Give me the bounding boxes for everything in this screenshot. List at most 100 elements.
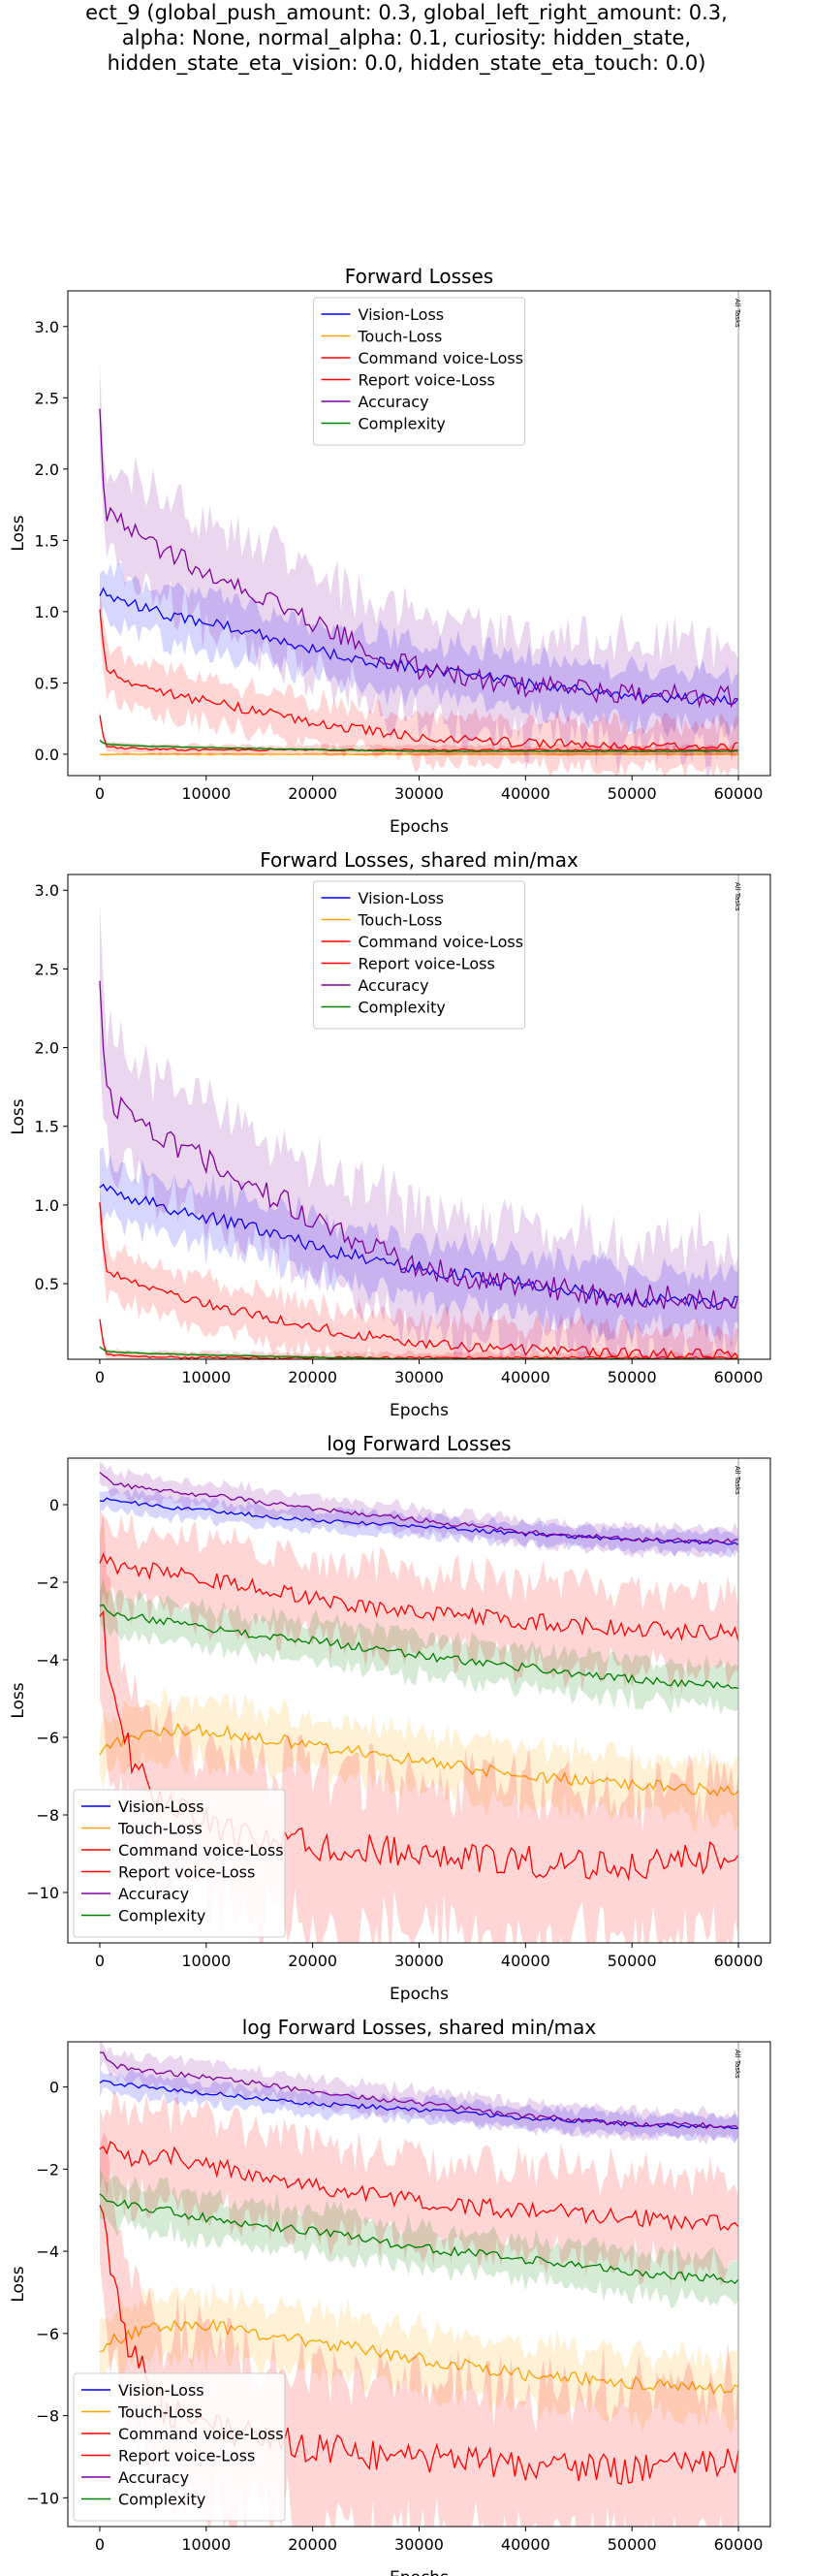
legend-label-touch-loss: Touch-Loss — [358, 328, 443, 346]
band-accuracy — [99, 364, 739, 776]
legend-label-touch-loss: Touch-Loss — [117, 2403, 203, 2422]
series-line-accuracy — [99, 980, 739, 1311]
x-axis-label: Epochs — [390, 817, 449, 837]
x-axis-label: Epochs — [390, 2568, 449, 2576]
band-report-voice-loss — [99, 1185, 739, 1359]
y-tick-label: 1.0 — [35, 1196, 59, 1215]
series-line-complexity — [99, 2193, 739, 2285]
all-tasks-label: All Tasks — [734, 2050, 741, 2079]
y-tick-label: −8 — [36, 1806, 59, 1825]
y-tick-label: −4 — [36, 1651, 59, 1670]
band-command-voice-loss — [99, 1509, 739, 1697]
y-tick-label: 0.0 — [35, 746, 59, 764]
band-report-voice-loss — [99, 585, 739, 776]
band-accuracy — [99, 905, 739, 1359]
y-tick-label: 2.0 — [35, 461, 59, 479]
x-tick-label: 30000 — [394, 1952, 444, 1970]
y-tick-label: 1.5 — [35, 531, 59, 550]
chart-log-forward-losses-shared: log Forward Losses, shared min/max Epochs… — [9, 2016, 771, 2576]
x-tick-label: 40000 — [501, 2535, 550, 2554]
band-accuracy — [99, 1460, 739, 1559]
x-tick-label: 10000 — [181, 784, 231, 803]
y-axis-label: Loss — [9, 515, 28, 551]
x-tick-label: 10000 — [181, 2535, 231, 2554]
x-tick-label: 50000 — [608, 1368, 657, 1386]
legend-label-vision-loss: Vision-Loss — [359, 889, 445, 907]
chart-title: log Forward Losses — [327, 1432, 511, 1455]
x-tick-label: 60000 — [714, 1368, 764, 1386]
x-tick-label: 0 — [95, 784, 105, 803]
series-line-accuracy — [99, 1472, 739, 1544]
all-tasks-label: All Tasks — [734, 299, 741, 328]
legend-label-report-voice-loss: Report voice-Loss — [359, 371, 495, 390]
x-tick-label: 40000 — [501, 1952, 550, 1970]
band-complexity — [99, 1577, 739, 1715]
y-tick-label: 1.5 — [35, 1118, 59, 1136]
legend-label-vision-loss: Vision-Loss — [118, 2381, 204, 2400]
legend-box — [73, 2372, 286, 2522]
series-line-report-voice-loss — [99, 609, 739, 752]
x-tick-label: 60000 — [714, 2535, 764, 2554]
legend: Vision-Loss Touch-Loss Command voice-Loss R… — [313, 880, 525, 1030]
series-line-command-voice-loss — [99, 2141, 739, 2232]
y-tick-label: 2.5 — [35, 389, 59, 407]
legend: Vision-Loss Touch-Loss Command voice-Loss R… — [73, 1789, 286, 1938]
legend-label-complexity: Complexity — [359, 415, 446, 433]
series-line-complexity — [99, 1604, 739, 1690]
y-tick-label: −6 — [36, 1729, 59, 1747]
y-axis-label: Loss — [9, 1098, 28, 1134]
chart-forward-losses-shared: Forward Losses, shared min/max Epochs Loss… — [9, 848, 771, 1420]
y-tick-label: 0 — [49, 2079, 59, 2097]
band-complexity — [99, 2168, 739, 2309]
x-tick-label: 10000 — [181, 1368, 231, 1386]
legend-box — [73, 1789, 286, 1938]
chart-log-forward-losses: log Forward Losses Epochs Loss All Tasks 0 10… — [9, 1432, 771, 2004]
legend-box — [313, 297, 525, 446]
y-tick-label: 0.5 — [35, 1275, 59, 1293]
legend: Vision-Loss Touch-Loss Command voice-Loss R… — [313, 297, 525, 446]
figure-title-line-2: alpha: None, normal_alpha: 0.1, curiosit… — [121, 26, 692, 49]
figure-title-line-1: ect_9 (global_push_amount: 0.3, global_l… — [85, 1, 728, 24]
legend-label-accuracy: Accuracy — [359, 976, 429, 995]
x-tick-label: 20000 — [288, 1368, 337, 1386]
y-tick-label: −2 — [36, 1574, 59, 1592]
chart-title: log Forward Losses, shared min/max — [242, 2016, 597, 2039]
series-line-touch-loss — [99, 752, 739, 755]
legend-label-command-voice-loss: Command voice-Loss — [359, 933, 524, 951]
y-tick-label: −4 — [36, 2242, 59, 2261]
y-tick-label: 0 — [49, 1496, 59, 1514]
legend-box — [313, 880, 525, 1030]
band-complexity — [99, 1345, 739, 1359]
legend-label-touch-loss: Touch-Loss — [358, 911, 443, 930]
series-line-vision-loss — [99, 587, 739, 706]
legend-label-command-voice-loss: Command voice-Loss — [359, 349, 524, 367]
legend-label-vision-loss: Vision-Loss — [359, 305, 445, 324]
y-tick-label: −8 — [36, 2407, 59, 2426]
legend-label-accuracy: Accuracy — [118, 1885, 189, 1903]
y-tick-label: 2.0 — [35, 1039, 59, 1058]
x-tick-label: 50000 — [608, 784, 657, 803]
x-tick-label: 50000 — [608, 2535, 657, 2554]
series-line-touch-loss — [99, 1722, 739, 1797]
series-line-report-voice-loss — [99, 1202, 739, 1359]
legend-label-report-voice-loss: Report voice-Loss — [118, 2447, 255, 2465]
series-line-touch-loss — [99, 2318, 739, 2396]
band-vision-loss — [99, 2068, 739, 2144]
plot-area — [99, 364, 739, 776]
chart-title: Forward Losses — [345, 265, 493, 288]
band-touch-loss — [99, 1687, 739, 1834]
band-command-voice-loss — [99, 1315, 739, 1359]
x-axis-label: Epochs — [390, 1401, 449, 1420]
legend-label-report-voice-loss: Report voice-Loss — [118, 1863, 255, 1882]
x-tick-label: 40000 — [501, 1368, 550, 1386]
x-tick-label: 10000 — [181, 1952, 231, 1970]
legend-label-vision-loss: Vision-Loss — [118, 1797, 204, 1816]
x-tick-label: 0 — [95, 1952, 105, 1970]
legend: Vision-Loss Touch-Loss Command voice-Loss R… — [73, 2372, 286, 2522]
y-axis-label: Loss — [9, 1682, 28, 1718]
band-touch-loss — [99, 2283, 739, 2434]
x-tick-label: 20000 — [288, 2535, 337, 2554]
x-tick-label: 30000 — [394, 1368, 444, 1386]
x-tick-label: 30000 — [394, 784, 444, 803]
x-tick-label: 40000 — [501, 784, 550, 803]
